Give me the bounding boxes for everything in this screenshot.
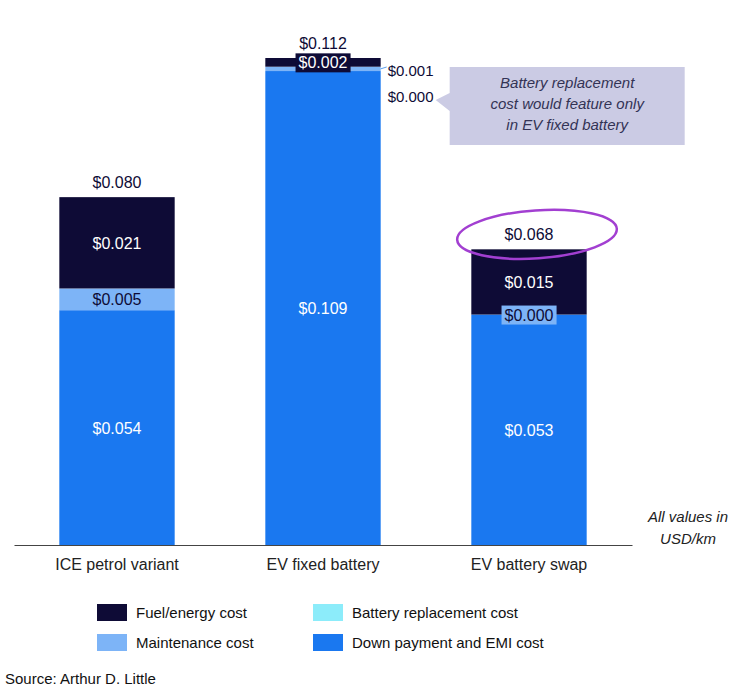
- data-label: $0.015: [505, 274, 554, 291]
- bar-segment: [59, 197, 174, 288]
- data-label: $0.001: [388, 62, 434, 79]
- callout-box: [436, 67, 685, 145]
- legend-swatch: [313, 634, 343, 651]
- data-label: $0.000: [388, 88, 434, 105]
- bar-segment: [265, 71, 380, 545]
- legend: Fuel/energy cost Battery replacement cost…: [97, 604, 545, 651]
- legend-swatch: [313, 604, 343, 621]
- data-label: $0.005: [93, 291, 142, 308]
- leader-line: [381, 67, 387, 69]
- label-background: [296, 53, 351, 72]
- tick: EV battery swap: [471, 556, 588, 573]
- legend-label: Down payment and EMI cost: [352, 634, 545, 651]
- legend-swatch: [97, 604, 127, 621]
- unit-note: USD/km: [660, 530, 716, 547]
- legend-swatch: [97, 634, 127, 651]
- label-background: [502, 306, 557, 325]
- data-label: $0.054: [93, 420, 142, 437]
- tick: ICE petrol variant: [55, 556, 179, 573]
- highlight-ellipse: [456, 205, 619, 264]
- data-label: $0.000: [505, 307, 554, 324]
- data-label: $0.002: [299, 54, 348, 71]
- total-label: $0.080: [93, 174, 142, 191]
- unit-note: All values in: [647, 508, 728, 525]
- chart: ICE petrol variant EV fixed battery EV bat…: [0, 0, 734, 694]
- data-label: $0.053: [505, 422, 554, 439]
- legend-label: Fuel/energy cost: [136, 604, 248, 621]
- callout-text: Battery replacement: [500, 74, 635, 91]
- callout-text: in EV fixed battery: [506, 116, 629, 133]
- total-label: $0.068: [505, 226, 554, 243]
- bar-segment: [471, 315, 586, 545]
- bar-segment: [59, 288, 174, 310]
- x-axis: ICE petrol variant EV fixed battery EV bat…: [15, 546, 633, 574]
- legend-label: Battery replacement cost: [352, 604, 519, 621]
- legend-label: Maintenance cost: [136, 634, 254, 651]
- tick-label: EV battery swap: [471, 556, 588, 573]
- callout-text: cost would feature only: [490, 95, 645, 112]
- axis-line: [15, 545, 633, 546]
- tick: EV fixed battery: [267, 556, 380, 573]
- data-label: $0.021: [93, 235, 142, 252]
- data-label: $0.109: [299, 300, 348, 317]
- tick-label: ICE petrol variant: [55, 556, 179, 573]
- source: Source: Arthur D. Little: [5, 670, 156, 687]
- bar-segment: [59, 310, 174, 545]
- tick-label: EV fixed battery: [267, 556, 380, 573]
- total-label: $0.112: [299, 35, 347, 52]
- callout: Battery replacement cost would feature on…: [436, 67, 685, 145]
